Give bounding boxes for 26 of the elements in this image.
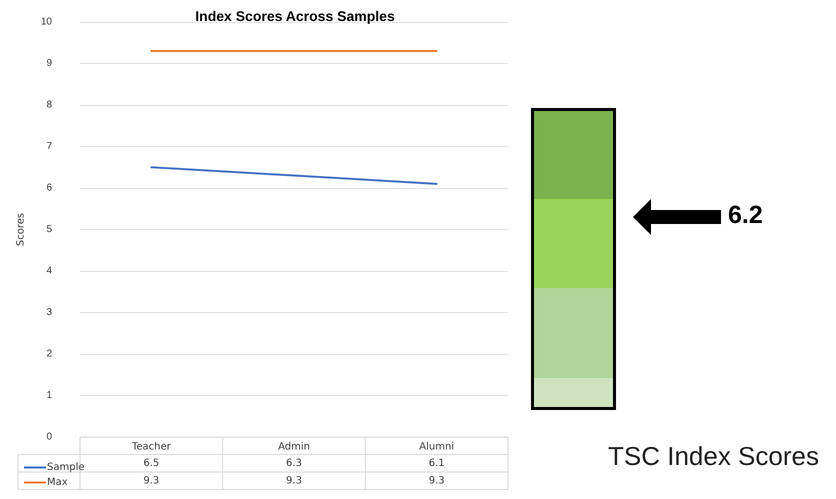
text: TSC Index Scores xyxy=(608,441,819,472)
text: 6.2 xyxy=(728,201,763,230)
y-tick-label: 8 xyxy=(46,100,52,110)
y-tick-label: 4 xyxy=(46,266,52,276)
x-tick-label: Alumni xyxy=(419,442,454,452)
data-label: 6.5 xyxy=(143,458,160,469)
y-tick-label: 5 xyxy=(46,224,52,235)
legend-label: Sample xyxy=(47,462,84,473)
y-tick-label: 9 xyxy=(46,58,52,69)
data-label: 9.3 xyxy=(143,475,160,486)
chart-title: Index Scores Across Samples xyxy=(195,8,395,24)
y-axis-title: Scores xyxy=(16,212,26,246)
legend-label: Max xyxy=(47,477,68,488)
y-tick-label: 3 xyxy=(46,307,52,318)
y-tick-label: 7 xyxy=(46,141,52,152)
data-label: 9.3 xyxy=(428,475,445,486)
data-label: 6.3 xyxy=(286,458,302,469)
y-tick-label: 10 xyxy=(40,16,52,28)
data-label: 6.1 xyxy=(428,458,445,469)
y-tick-label: 0 xyxy=(46,432,52,442)
y-tick-label: 1 xyxy=(46,390,52,401)
x-tick-label: Admin xyxy=(278,442,310,452)
y-tick-label: 6 xyxy=(46,182,52,194)
data-label: 9.3 xyxy=(286,475,302,486)
x-tick-label: Teacher xyxy=(130,442,172,452)
y-tick-label: 2 xyxy=(46,348,52,360)
